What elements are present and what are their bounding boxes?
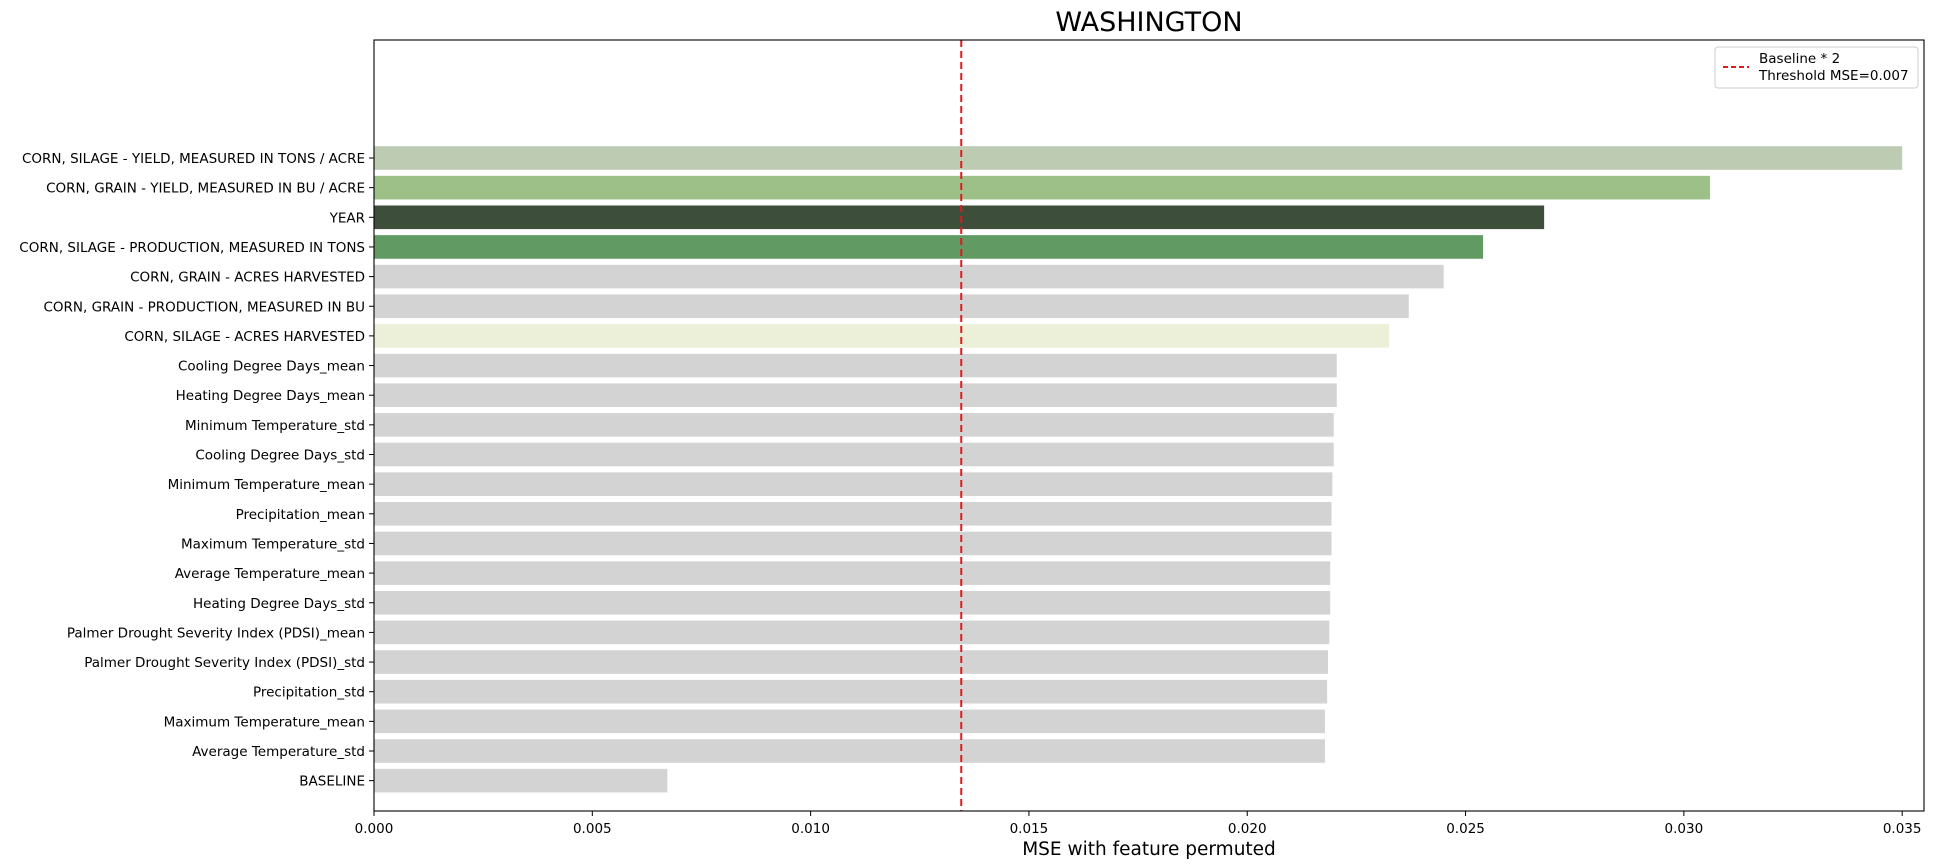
y-tick-label: CORN, GRAIN - ACRES HARVESTED [130, 270, 365, 286]
x-tick-label: 0.005 [573, 821, 612, 837]
legend-label-2: Threshold MSE=0.007 [1758, 68, 1909, 84]
y-tick-label: BASELINE [299, 774, 365, 790]
y-tick-label: Precipitation_std [253, 685, 365, 701]
bar [374, 531, 1332, 556]
x-tick-label: 0.015 [1010, 821, 1049, 837]
bar [374, 353, 1337, 378]
y-tick-label: Minimum Temperature_mean [168, 477, 365, 493]
y-tick-label: Average Temperature_mean [175, 566, 365, 582]
plot-frame [373, 39, 1925, 812]
bar [374, 709, 1325, 734]
bar [374, 472, 1333, 496]
bar [374, 502, 1332, 526]
bar [374, 383, 1337, 407]
y-tick-label: Palmer Drought Severity Index (PDSI)_mea… [67, 625, 365, 641]
bar [374, 679, 1328, 704]
y-tick-label: Precipitation_mean [236, 507, 365, 523]
y-tick-labels: CORN, SILAGE - YIELD, MEASURED IN TONS /… [19, 151, 374, 790]
y-tick-label: Average Temperature_std [192, 744, 365, 760]
x-tick-label: 0.030 [1665, 821, 1704, 837]
y-tick-label: Maximum Temperature_std [181, 536, 365, 552]
legend-box [1714, 46, 1919, 89]
y-tick-label: Cooling Degree Days_std [195, 448, 365, 464]
bar [374, 413, 1334, 437]
y-tick-label: Maximum Temperature_mean [164, 714, 365, 730]
y-tick-label: CORN, SILAGE - ACRES HARVESTED [124, 329, 365, 345]
x-tick-label: 0.025 [1446, 821, 1485, 837]
bar [374, 324, 1390, 348]
bar [374, 561, 1331, 585]
x-tick-label: 0.020 [1228, 821, 1267, 837]
x-axis-ticks: 0.000 0.005 0.010 0.015 0.020 0.025 0.030 0.035 [355, 811, 1922, 837]
bar [374, 175, 1711, 200]
x-tick-label: 0.010 [791, 821, 830, 837]
bar [374, 768, 668, 793]
y-tick-label: Heating Degree Days_std [193, 596, 365, 612]
bar [374, 650, 1329, 674]
bar [374, 146, 1903, 170]
chart-title: WASHINGTON [1055, 7, 1242, 38]
y-tick-label: CORN, SILAGE - PRODUCTION, MEASURED IN T… [19, 240, 365, 256]
y-tick-label: Cooling Degree Days_mean [178, 359, 365, 375]
legend: Baseline * 2 Threshold MSE=0.007 [1714, 46, 1919, 89]
bar [374, 620, 1330, 645]
x-tick-label: 0.035 [1883, 821, 1922, 837]
y-tick-label: Palmer Drought Severity Index (PDSI)_std [84, 655, 365, 671]
y-tick-label: CORN, GRAIN - PRODUCTION, MEASURED IN BU [43, 299, 365, 315]
bar [374, 739, 1325, 763]
bar [374, 590, 1331, 615]
y-tick-label: YEAR [329, 210, 365, 226]
bar [374, 264, 1444, 289]
y-tick-label: CORN, GRAIN - YIELD, MEASURED IN BU / AC… [46, 181, 365, 197]
bar [374, 294, 1409, 319]
bar [374, 205, 1545, 230]
y-tick-label: Heating Degree Days_mean [176, 388, 365, 404]
x-axis-label: MSE with feature permuted [1022, 839, 1276, 860]
x-tick-label: 0.000 [355, 821, 394, 837]
legend-label-1: Baseline * 2 [1759, 51, 1840, 67]
bars-layer [374, 146, 1903, 793]
y-tick-label: CORN, SILAGE - YIELD, MEASURED IN TONS /… [22, 151, 365, 167]
y-tick-label: Minimum Temperature_std [185, 418, 365, 434]
bar [374, 235, 1484, 259]
bar [374, 442, 1334, 467]
